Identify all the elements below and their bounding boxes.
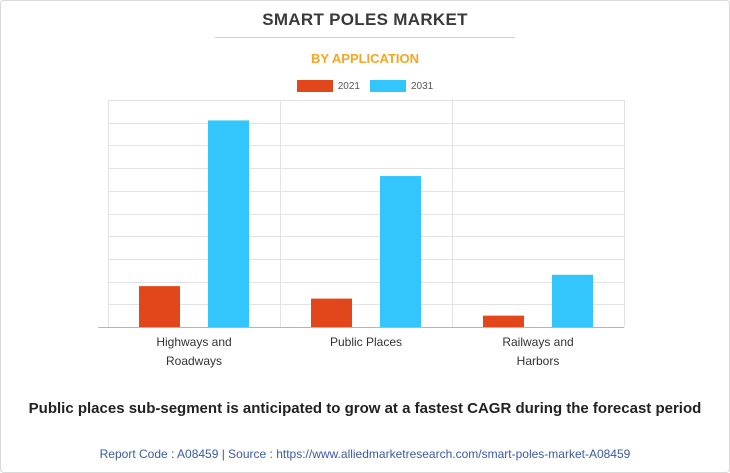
legend: 2021 2031 (0, 80, 730, 92)
bar-2031-2 (380, 176, 421, 327)
legend-item-2031: 2031 (370, 80, 433, 92)
x-axis-labels: Highways and Roadways Public Places Railway… (156, 335, 573, 368)
bar-chart: Highways and Roadways Public Places Railway… (98, 100, 625, 368)
bar-2021-2 (311, 298, 352, 327)
bars (139, 120, 593, 328)
legend-label-2021: 2021 (337, 80, 360, 92)
gridlines (98, 100, 625, 328)
x-tick-label-1: Highways and Roadways (156, 335, 231, 368)
chart-subtitle: BY APPLICATION (310, 51, 420, 66)
chart-title: SMART POLES MARKET (262, 10, 468, 29)
bar-2021-1 (139, 286, 180, 327)
bar-2031-3 (552, 274, 593, 327)
bar-2031-1 (208, 120, 249, 328)
chart-caption: Public places sub-segment is anticipated… (28, 400, 702, 417)
legend-label-2031: 2031 (411, 80, 434, 92)
x-tick-label-3: Railways and Harbors (502, 335, 573, 368)
title-divider (215, 37, 515, 38)
legend-item-2021: 2021 (296, 80, 360, 92)
legend-swatch-2031 (370, 80, 406, 92)
legend-swatch-2021 (296, 80, 333, 92)
bar-2021-3 (483, 315, 524, 327)
source-footer: Report Code : A08459 | Source : https://… (99, 447, 631, 461)
x-tick-label-2: Public Places (330, 335, 402, 349)
